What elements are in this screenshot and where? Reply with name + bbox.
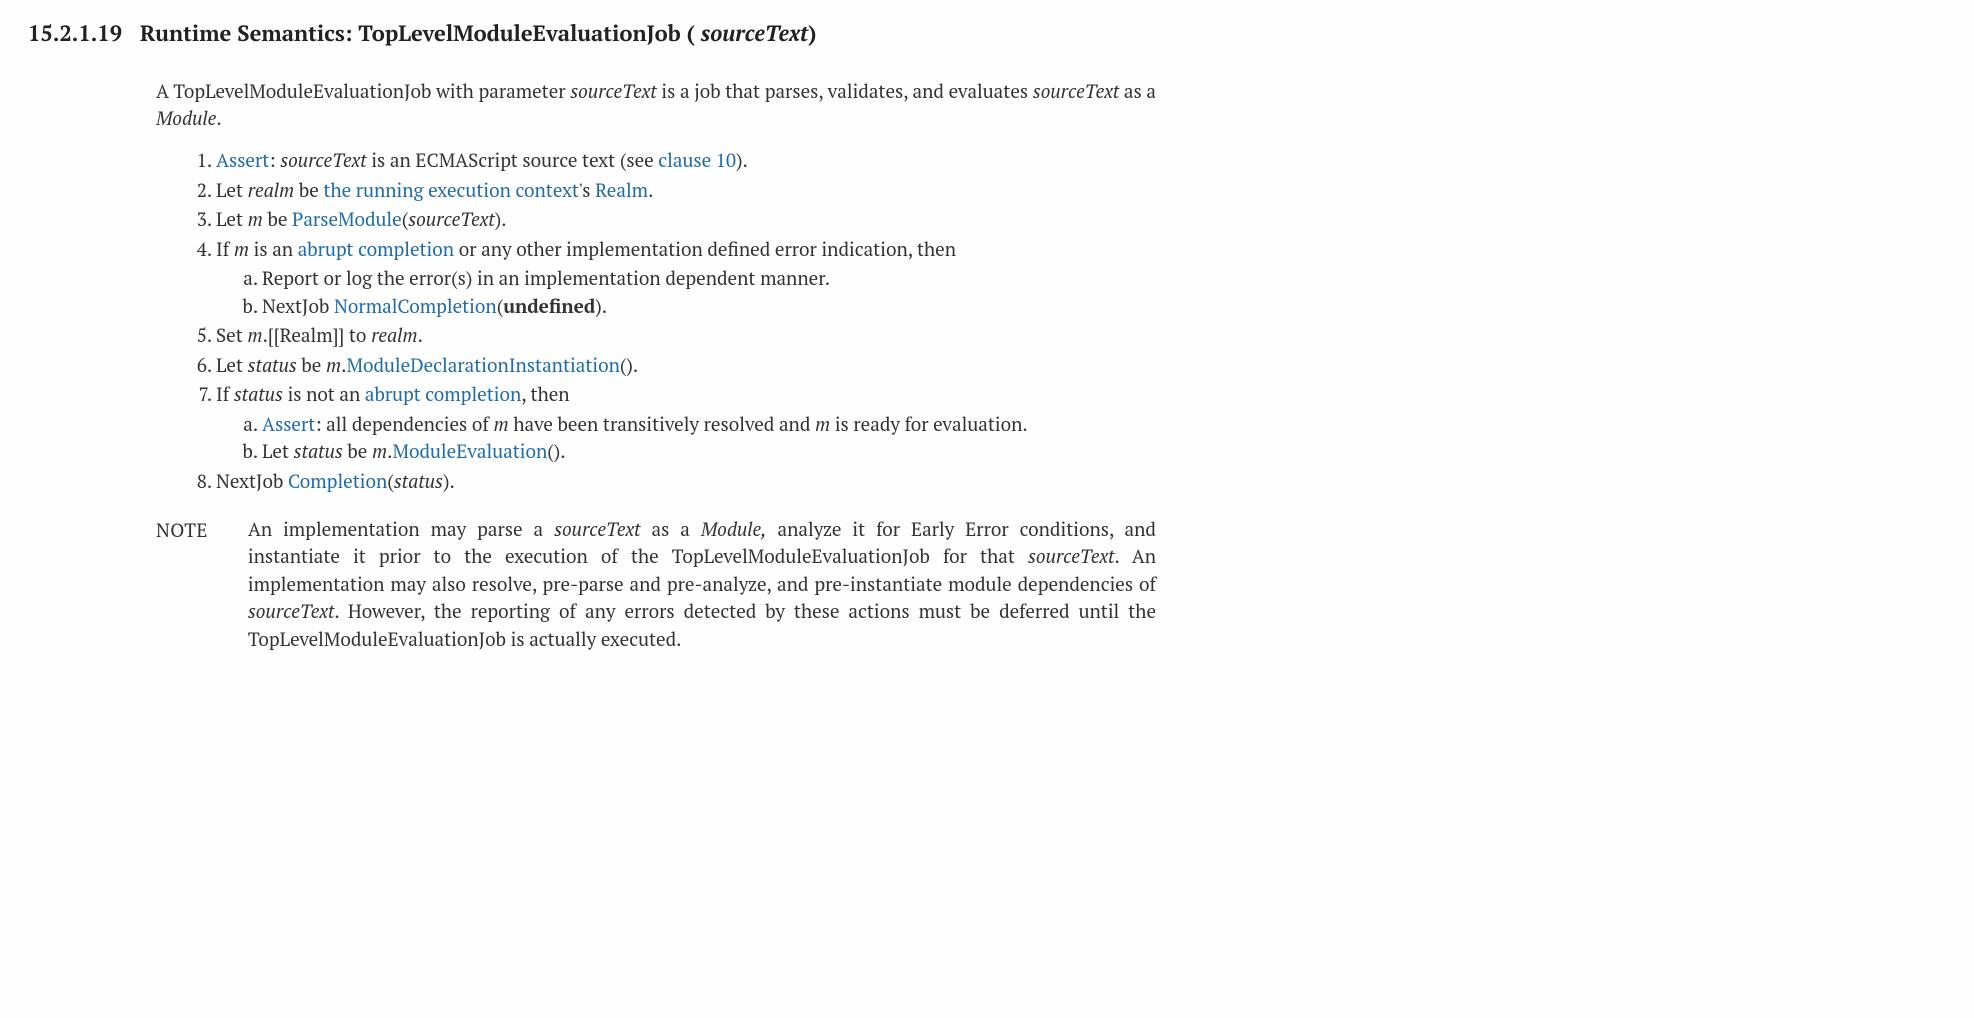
algorithm-substeps: Report or log the error(s) in an impleme…: [216, 265, 1156, 320]
algorithm-substeps: Assert: all dependencies of m have been …: [216, 411, 1156, 466]
clause-link[interactable]: clause 10: [658, 148, 736, 173]
algorithm-step: If m is an abrupt completion or any othe…: [216, 236, 1156, 321]
moduleevaluation-link[interactable]: ModuleEvaluation: [392, 439, 547, 464]
algorithm-substep: NextJob NormalCompletion(undefined).: [262, 293, 1156, 321]
algorithm-step: Let realm be the running execution conte…: [216, 177, 1156, 205]
algorithm-substep: Let status be m.ModuleEvaluation().: [262, 438, 1156, 466]
algorithm-substep: Report or log the error(s) in an impleme…: [262, 265, 1156, 293]
algorithm-step: NextJob Completion(status).: [216, 468, 1156, 496]
section-title-param: sourceText: [701, 19, 808, 48]
section-body: A TopLevelModuleEvaluationJob with param…: [156, 78, 1156, 653]
note-block: NOTE An implementation may parse a sourc…: [156, 516, 1156, 654]
realm-link[interactable]: Realm: [595, 178, 648, 203]
algorithm-substep: Assert: all dependencies of m have been …: [262, 411, 1156, 439]
section-title-suffix: ): [808, 19, 816, 48]
algorithm-step: Assert: sourceText is an ECMAScript sour…: [216, 147, 1156, 175]
running-execution-context-link[interactable]: the running execution context: [323, 178, 578, 203]
intro-paragraph: A TopLevelModuleEvaluationJob with param…: [156, 78, 1156, 133]
moduledeclarationinstantiation-link[interactable]: ModuleDeclarationInstantiation: [346, 353, 619, 378]
note-label: NOTE: [156, 516, 208, 654]
algorithm-list: Assert: sourceText is an ECMAScript sour…: [156, 147, 1156, 496]
section-title-prefix: Runtime Semantics: TopLevelModuleEvaluat…: [140, 19, 701, 48]
algorithm-step: Let status be m.ModuleDeclarationInstant…: [216, 352, 1156, 380]
algorithm-step: Set m.[[Realm]] to realm.: [216, 322, 1156, 350]
assert-link[interactable]: Assert: [262, 412, 315, 437]
normalcompletion-link[interactable]: NormalCompletion: [334, 294, 497, 319]
algorithm-step: Let m be ParseModule(sourceText).: [216, 206, 1156, 234]
section-heading: 15.2.1.19 Runtime Semantics: TopLevelMod…: [28, 18, 1946, 50]
parsemodule-link[interactable]: ParseModule: [292, 207, 402, 232]
abrupt-completion-link[interactable]: abrupt completion: [365, 382, 521, 407]
algorithm-step: If status is not an abrupt completion, t…: [216, 381, 1156, 466]
assert-link[interactable]: Assert: [216, 148, 269, 173]
section-number: 15.2.1.19: [28, 19, 122, 48]
abrupt-completion-link[interactable]: abrupt completion: [298, 237, 454, 262]
note-body: An implementation may parse a sourceText…: [248, 516, 1156, 654]
completion-link[interactable]: Completion: [288, 469, 387, 494]
